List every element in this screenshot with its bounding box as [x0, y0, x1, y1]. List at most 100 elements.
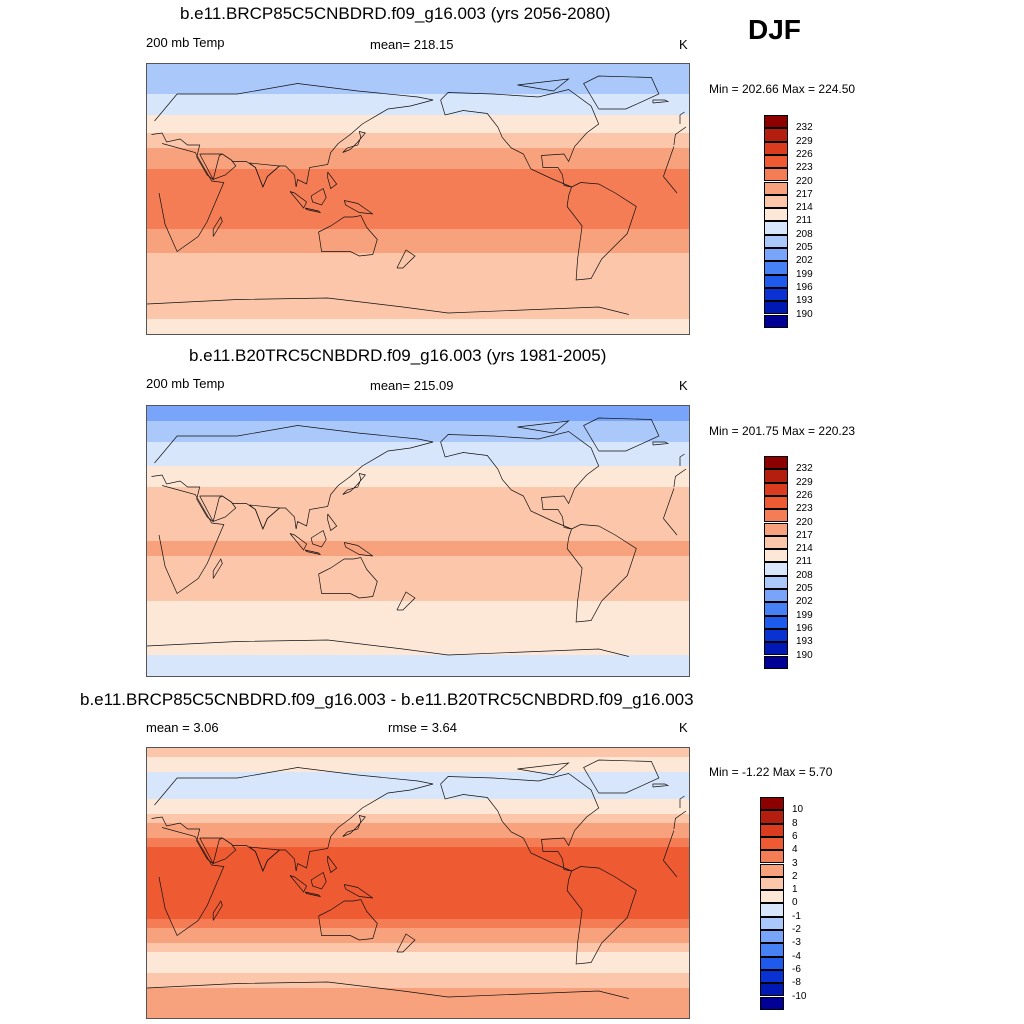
contour-band — [147, 625, 689, 629]
coastline — [158, 827, 678, 937]
contour-band — [147, 811, 689, 815]
contour-band — [147, 277, 689, 281]
contour-band — [147, 67, 689, 71]
contour-band — [147, 943, 689, 947]
contour-band — [147, 790, 689, 794]
coastline — [342, 131, 366, 153]
coastline — [517, 420, 570, 434]
contour-band — [147, 247, 689, 251]
contour-band — [147, 499, 689, 503]
colorbar-tick-label: 208 — [796, 569, 813, 581]
contour-band — [147, 643, 689, 647]
colorbar-tick-label: 214 — [796, 202, 813, 214]
contour-band — [147, 145, 689, 149]
contour-band — [147, 955, 689, 959]
contour-band — [147, 877, 689, 881]
contour-band — [147, 223, 689, 227]
colorbar-tick-label: -4 — [792, 950, 801, 962]
panel-1-title: b.e11.BRCP85C5CNBDRD.f09_g16.003 (yrs 20… — [180, 4, 611, 23]
contour-band — [147, 118, 689, 122]
contour-band — [147, 517, 689, 521]
contour-band — [147, 505, 689, 509]
contour-band — [147, 673, 689, 676]
coastline — [566, 182, 637, 281]
contour-band — [147, 619, 689, 623]
contour-band — [147, 826, 689, 830]
contour-band — [147, 829, 689, 833]
contour-band — [147, 520, 689, 524]
contour-band — [147, 229, 689, 233]
contour-band — [147, 760, 689, 764]
colorbar-swatch — [760, 836, 784, 851]
contour-band — [147, 940, 689, 944]
contour-band — [147, 430, 689, 434]
contour-band — [147, 799, 689, 803]
coastline — [158, 143, 678, 253]
colorbar-swatch — [764, 168, 788, 182]
contour-band — [147, 463, 689, 467]
contour-band — [147, 961, 689, 965]
contour-band — [147, 481, 689, 485]
colorbar-swatch — [764, 194, 788, 209]
contour-band — [147, 832, 689, 836]
colorbar-swatch — [760, 876, 784, 891]
contour-band — [147, 472, 689, 476]
contour-band — [147, 460, 689, 464]
map-svg — [147, 748, 689, 1018]
contour-band — [147, 604, 689, 608]
contour-band — [147, 112, 689, 116]
contour-band — [147, 817, 689, 821]
panel-1-unit-label: K — [679, 37, 688, 52]
contour-band — [147, 781, 689, 785]
colorbar-swatch — [760, 983, 784, 997]
contour-band — [147, 121, 689, 125]
contour-band — [147, 256, 689, 260]
contour-band — [147, 154, 689, 158]
contour-band — [147, 421, 689, 425]
contour-band — [147, 622, 689, 626]
colorbar-tick-label: 199 — [796, 268, 813, 280]
contour-band — [147, 910, 689, 914]
contour-band — [147, 949, 689, 953]
panel-3-title: b.e11.BRCP85C5CNBDRD.f09_g16.003 - b.e11… — [80, 690, 694, 709]
contour-band — [147, 565, 689, 569]
contour-band — [147, 532, 689, 536]
contour-band — [147, 778, 689, 782]
contour-band — [147, 280, 689, 284]
contour-band — [147, 487, 689, 491]
colorbar-tick-label: 193 — [796, 295, 813, 307]
contour-band — [147, 316, 689, 320]
contour-band — [147, 217, 689, 221]
colorbar-swatch — [764, 535, 788, 550]
panel-3-colorbar: 10 8 6 4 3 2 1 0 -1 -2 -3 -4 -6 -8 -10 — [760, 797, 820, 1011]
contour-band — [147, 919, 689, 923]
contour-band — [147, 775, 689, 779]
panel-2-mean-label: mean= 215.09 — [370, 378, 454, 393]
coastline — [289, 191, 308, 209]
colorbar-tick-label: 1 — [792, 884, 798, 896]
contour-band — [147, 898, 689, 902]
contour-band — [147, 820, 689, 824]
coastline — [679, 453, 685, 466]
contour-band — [147, 328, 689, 332]
colorbar-swatch — [764, 261, 788, 275]
contour-band — [147, 265, 689, 269]
contour-band — [147, 751, 689, 755]
contour-band — [147, 748, 689, 752]
contour-band — [147, 436, 689, 440]
colorbar-tick-label: 220 — [796, 175, 813, 187]
contour-band — [147, 934, 689, 938]
coastline — [440, 431, 600, 530]
colorbar-tick-label: 193 — [796, 636, 813, 648]
colorbar-tick-label: 6 — [792, 830, 798, 842]
contour-band — [147, 514, 689, 518]
contour-band — [147, 406, 689, 410]
contour-band — [147, 451, 689, 455]
coastline — [566, 866, 637, 965]
contour-band — [147, 805, 689, 809]
contour-band — [147, 493, 689, 497]
contour-band — [147, 607, 689, 611]
colorbar-tick-label: 196 — [796, 281, 813, 293]
panel-1-variable-label: 200 mb Temp — [146, 35, 225, 50]
panel-2-colorbar: 232 229 226 223 220 217 214 211 208 205 202 199 196 1… — [764, 456, 824, 670]
